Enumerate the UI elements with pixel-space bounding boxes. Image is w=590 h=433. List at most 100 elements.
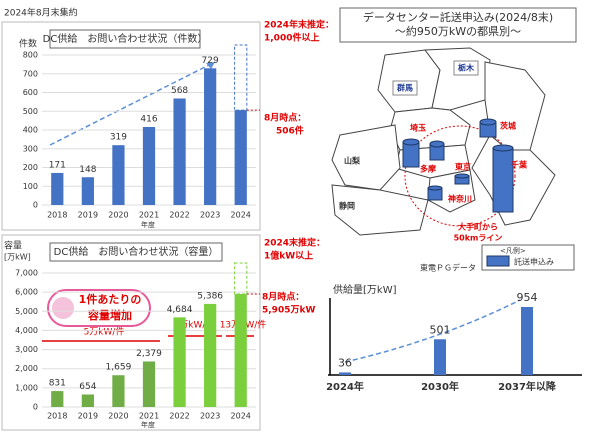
- bar: [142, 127, 156, 205]
- bar: [81, 394, 94, 407]
- data-label: 654: [79, 382, 96, 392]
- x-tick-label: 2037年以降: [498, 380, 557, 393]
- range-arrows: [42, 335, 254, 342]
- y-tick-label: 0: [33, 201, 38, 210]
- legend-label: 託送申込み: [514, 257, 554, 267]
- map-label: 千葉: [511, 160, 528, 170]
- y-tick-label: 1,000: [15, 383, 38, 392]
- annotation: 8月時点：: [262, 291, 304, 303]
- x-tick-label: 2021: [139, 211, 159, 220]
- annotation: 1件あたりの: [79, 292, 142, 306]
- bar: [339, 372, 351, 375]
- y-tick-label: 700: [23, 69, 38, 78]
- x-tick-label: 2024年: [326, 380, 364, 393]
- legend-symbol: [486, 255, 510, 267]
- panel: [1, 21, 261, 231]
- annotation: 5,905万kW: [262, 305, 315, 316]
- y-label: 供給量[万kW]: [333, 283, 397, 296]
- data-label: 831: [49, 379, 66, 389]
- x-tick-label: 2022: [169, 412, 189, 421]
- data-label: 729: [202, 56, 219, 66]
- annotation: 容量増加: [87, 308, 132, 322]
- data-label: 1,659: [106, 363, 132, 373]
- annotation: 5万kW/件: [84, 326, 125, 338]
- x-tick-label: 2019: [78, 211, 98, 220]
- data-label: 5,386: [197, 291, 223, 301]
- y-label-unit: [万kW]: [4, 253, 31, 262]
- y-tick-label: 3,000: [15, 345, 38, 354]
- chart-title: DC供給 お問い合わせ状況（容量）: [54, 245, 219, 258]
- map-label: 多摩: [420, 164, 436, 174]
- projection-box: [234, 262, 248, 295]
- map-label: 栃木: [458, 63, 475, 73]
- annotation: 1億kW以上: [264, 250, 313, 262]
- x-tick-label: 2020: [108, 211, 128, 220]
- data-label: 148: [79, 165, 96, 175]
- title-box: [49, 29, 201, 49]
- hand-icon: [52, 297, 74, 319]
- data-label: 954: [517, 291, 538, 304]
- label-box: [392, 80, 418, 96]
- map-label: 静岡: [339, 201, 355, 211]
- x-label: 年度: [141, 420, 155, 429]
- map-label: 埼玉: [410, 123, 426, 133]
- map-title-box: [339, 7, 577, 43]
- x-tick-label: 2018: [47, 412, 67, 421]
- header: 2024年8月末集約: [4, 7, 78, 19]
- y-tick-label: 200: [23, 163, 38, 172]
- x-tick-label: 2023: [200, 211, 220, 220]
- chart-title: DC供給 お問い合わせ状況（件数）: [43, 32, 208, 45]
- y-tick-label: 4,000: [15, 326, 38, 335]
- x-tick-label: 2030年: [421, 380, 459, 393]
- y-tick-label: 100: [23, 182, 38, 191]
- distance-ring: [404, 125, 516, 227]
- legend-title: <凡例>: [500, 246, 526, 255]
- bar: [112, 145, 125, 205]
- x-tick-label: 2019: [78, 412, 98, 421]
- bar: [204, 68, 217, 205]
- x-tick-label: 2024: [231, 412, 251, 421]
- bar: [434, 339, 446, 375]
- x-tick-label: 2023: [200, 412, 220, 421]
- map-subtitle: ～約950万kWの都県別～: [395, 24, 521, 38]
- x-tick-label: 2021: [139, 412, 159, 421]
- annotation: 2024末推定：: [264, 237, 325, 249]
- map-label: 群馬: [396, 83, 413, 93]
- data-label: 319: [110, 133, 127, 143]
- map-label: 50kmライン: [454, 234, 503, 243]
- map-label: 山梨: [344, 156, 361, 166]
- y-tick-label: 2,000: [15, 364, 38, 373]
- bar: [173, 317, 186, 407]
- data-label: 36: [338, 356, 352, 369]
- y-tick-label: 6,000: [15, 288, 38, 297]
- data-label: 501: [430, 323, 451, 336]
- annotation: 2024年末推定：: [264, 19, 334, 31]
- map: [331, 47, 556, 236]
- y-tick-label: 600: [23, 88, 38, 97]
- bar: [234, 293, 247, 407]
- annotation: 1,000件以上: [264, 32, 319, 44]
- y-tick-label: 300: [23, 144, 38, 153]
- title-box: [49, 242, 223, 262]
- y-label: 件数: [19, 38, 37, 50]
- x-label: 年度: [141, 220, 155, 229]
- y-tick-label: 800: [23, 51, 38, 60]
- source: 東電ＰＧデータ: [420, 263, 476, 273]
- x-tick-label: 2018: [47, 211, 67, 220]
- map-label: 茨城: [500, 121, 516, 131]
- x-tick-label: 2020: [108, 412, 128, 421]
- bar: [521, 307, 533, 375]
- x-tick-label: 2024: [231, 211, 251, 220]
- bar: [204, 303, 217, 407]
- data-label: 4,684: [167, 305, 193, 315]
- map-label: 神奈川: [448, 194, 472, 204]
- bar: [142, 361, 156, 407]
- bar: [173, 98, 186, 205]
- trend-arrow: [344, 299, 521, 363]
- y-tick-label: 400: [23, 126, 38, 135]
- panel: [1, 234, 261, 431]
- data-label: 171: [49, 160, 66, 170]
- y-label: 容量: [4, 240, 22, 252]
- data-label: 568: [171, 86, 188, 96]
